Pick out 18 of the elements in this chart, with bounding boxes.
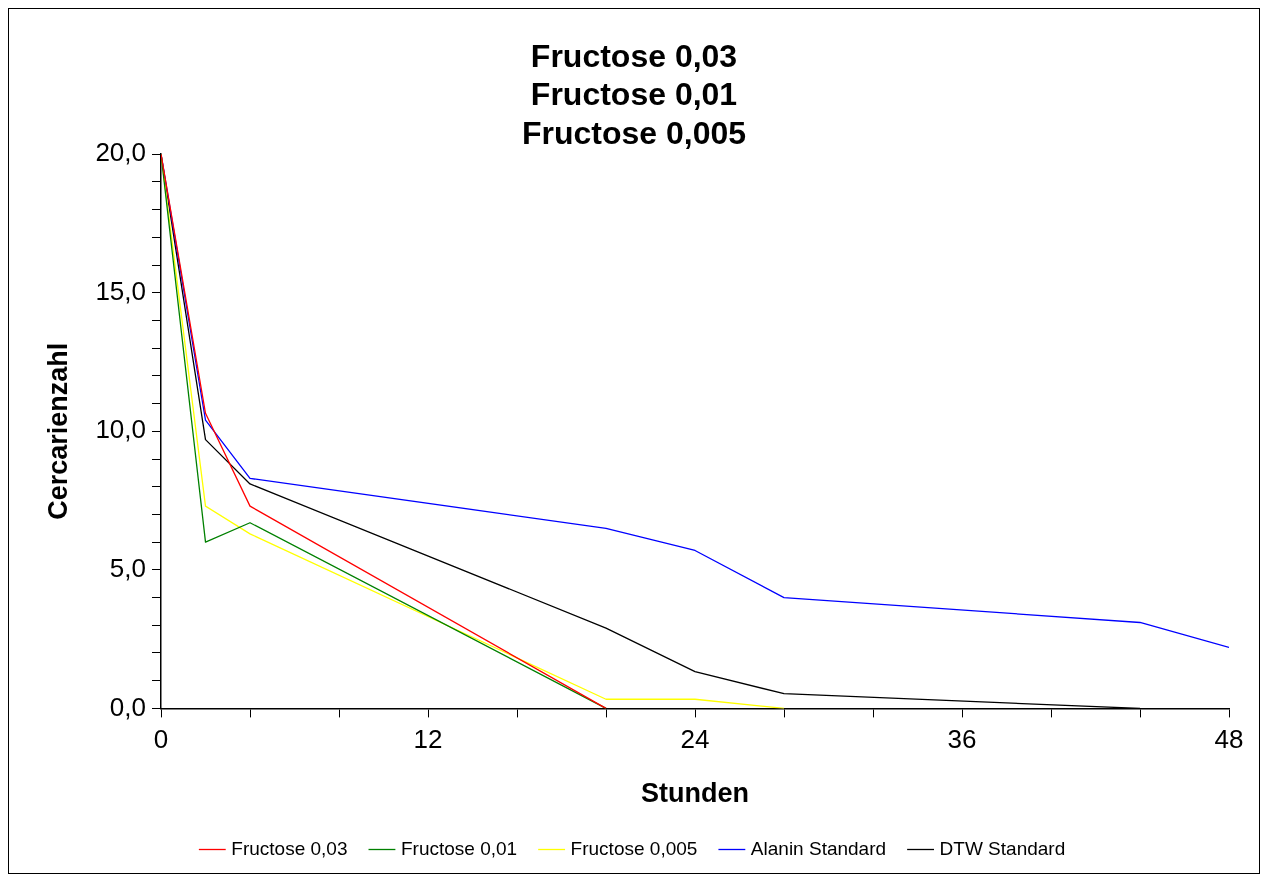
y-tick-label: 10,0 (95, 414, 146, 445)
x-tick-label: 12 (413, 724, 443, 755)
x-tick-label: 48 (1214, 724, 1244, 755)
x-tick-label: 36 (947, 724, 977, 755)
legend-label: Fructose 0,03 (231, 837, 348, 859)
legend-label: DTW Standard (939, 837, 1066, 859)
y-tick-label: 15,0 (95, 275, 146, 306)
legend-label: Alanin Standard (750, 837, 887, 859)
x-axis-title: Stunden (641, 778, 749, 809)
y-tick-label: 20,0 (95, 137, 146, 168)
legend-label: Fructose 0,005 (570, 837, 698, 859)
x-tick-label: 0 (153, 724, 169, 755)
legend-label: Fructose 0,01 (400, 837, 518, 859)
x-tick-label: 24 (680, 724, 710, 755)
y-tick-label: 0,0 (109, 691, 146, 722)
y-axis-title: Cercarienzahl (42, 342, 73, 520)
chart-title: Fructose 0,03 Fructose 0,01 Fructose 0,005 (521, 38, 747, 151)
y-tick-label: 5,0 (109, 553, 146, 584)
